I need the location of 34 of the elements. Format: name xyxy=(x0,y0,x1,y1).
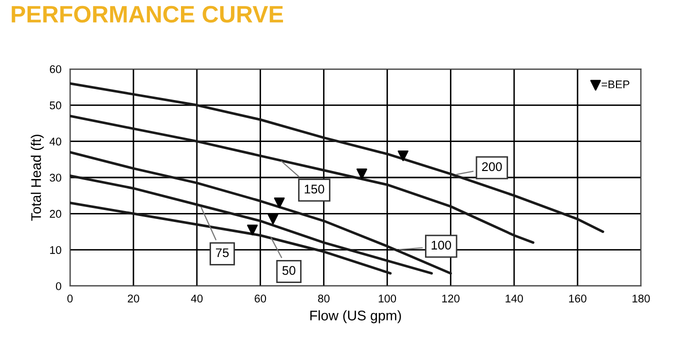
x-tick-label: 140 xyxy=(506,294,523,302)
annotation: 200 xyxy=(482,162,502,172)
annotation: 150 xyxy=(304,184,324,194)
y-tick-label: 0 xyxy=(56,282,62,290)
y-tick-label: 20 xyxy=(50,210,62,218)
x-tick-label: 60 xyxy=(254,294,266,302)
x-axis-title: Flow (US gpm) xyxy=(310,310,401,324)
annotation: 75 xyxy=(216,248,229,258)
annotation: 100 xyxy=(432,240,452,250)
x-tick-label: 180 xyxy=(632,294,650,302)
x-tick-label: 80 xyxy=(318,294,330,302)
annotation: 50 xyxy=(282,266,296,275)
x-tick-label: 0 xyxy=(67,294,73,302)
x-tick-label: 100 xyxy=(378,294,396,302)
x-tick-label: 160 xyxy=(569,294,586,302)
y-tick-label: 50 xyxy=(50,101,62,110)
point xyxy=(356,168,368,180)
x-tick-label: 40 xyxy=(190,294,203,302)
line-series xyxy=(70,150,452,275)
x-tick-label: 20 xyxy=(128,294,140,302)
line-series xyxy=(70,174,433,275)
y-tick-label: 60 xyxy=(50,65,62,74)
point xyxy=(247,224,258,236)
point xyxy=(274,197,285,208)
legend-label: =BEP xyxy=(602,80,630,88)
y-axis-title: Total Head (ft) xyxy=(30,134,44,221)
y-tick-label: 40 xyxy=(50,138,62,146)
point xyxy=(398,150,408,162)
line-series xyxy=(70,202,392,275)
point xyxy=(268,214,278,224)
y-tick-label: 10 xyxy=(50,246,62,254)
chart-title: PERFORMANCE CURVE xyxy=(12,6,284,23)
x-tick-label: 120 xyxy=(442,294,460,302)
y-tick-label: 30 xyxy=(50,174,62,182)
